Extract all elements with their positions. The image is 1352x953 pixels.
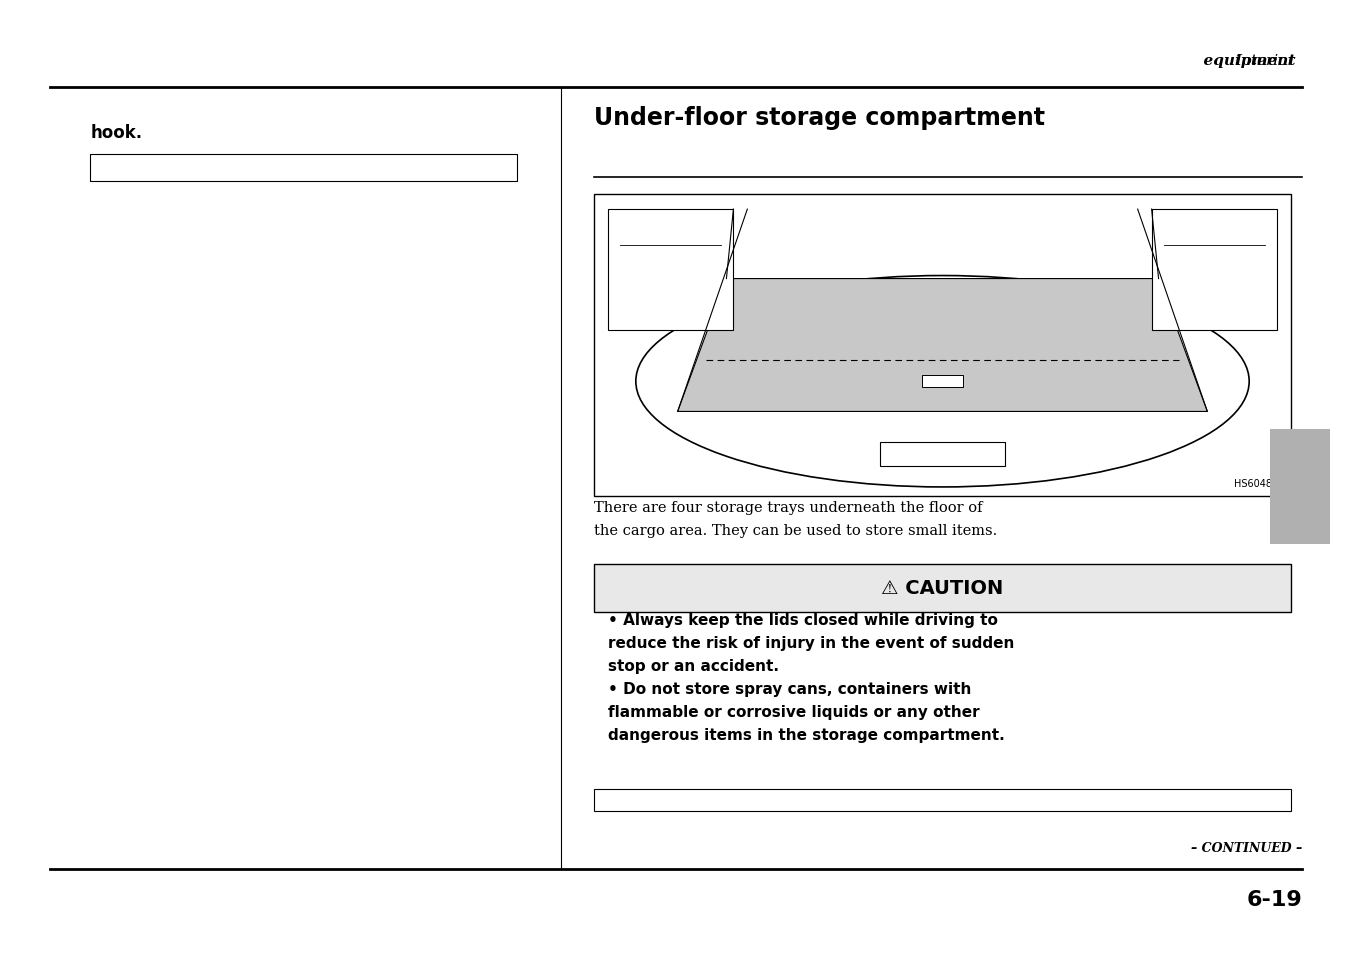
Bar bbox=[91, 154, 516, 182]
Text: ⚠ CAUTION: ⚠ CAUTION bbox=[882, 578, 1003, 598]
Bar bbox=[594, 564, 1291, 613]
Bar bbox=[1152, 210, 1278, 331]
Text: equipment: equipment bbox=[1151, 54, 1295, 68]
Text: Interior: Interior bbox=[1236, 54, 1295, 68]
Text: stop or an accident.: stop or an accident. bbox=[608, 659, 779, 673]
Text: • Do not store spray cans, containers with: • Do not store spray cans, containers wi… bbox=[608, 681, 971, 697]
Text: • Always keep the lids closed while driving to: • Always keep the lids closed while driv… bbox=[608, 613, 998, 627]
Text: the cargo area. They can be used to store small items.: the cargo area. They can be used to stor… bbox=[594, 523, 998, 537]
Bar bbox=[880, 442, 1006, 466]
PathPatch shape bbox=[677, 279, 1207, 412]
Text: dangerous items in the storage compartment.: dangerous items in the storage compartme… bbox=[608, 727, 1005, 742]
Text: flammable or corrosive liquids or any other: flammable or corrosive liquids or any ot… bbox=[608, 704, 980, 720]
Bar bbox=[608, 210, 733, 331]
Bar bbox=[594, 194, 1291, 497]
Text: hook.: hook. bbox=[91, 124, 143, 142]
Bar bbox=[922, 375, 964, 388]
Text: 6-19: 6-19 bbox=[1247, 889, 1302, 909]
Bar bbox=[1270, 430, 1330, 544]
Bar bbox=[594, 789, 1291, 811]
Text: – CONTINUED –: – CONTINUED – bbox=[1191, 841, 1302, 854]
Text: Under-floor storage compartment: Under-floor storage compartment bbox=[594, 106, 1045, 130]
Ellipse shape bbox=[635, 276, 1249, 487]
Text: reduce the risk of injury in the event of sudden: reduce the risk of injury in the event o… bbox=[608, 636, 1014, 650]
Text: There are four storage trays underneath the floor of: There are four storage trays underneath … bbox=[594, 500, 983, 515]
Text: HS6048BA: HS6048BA bbox=[1233, 478, 1284, 489]
